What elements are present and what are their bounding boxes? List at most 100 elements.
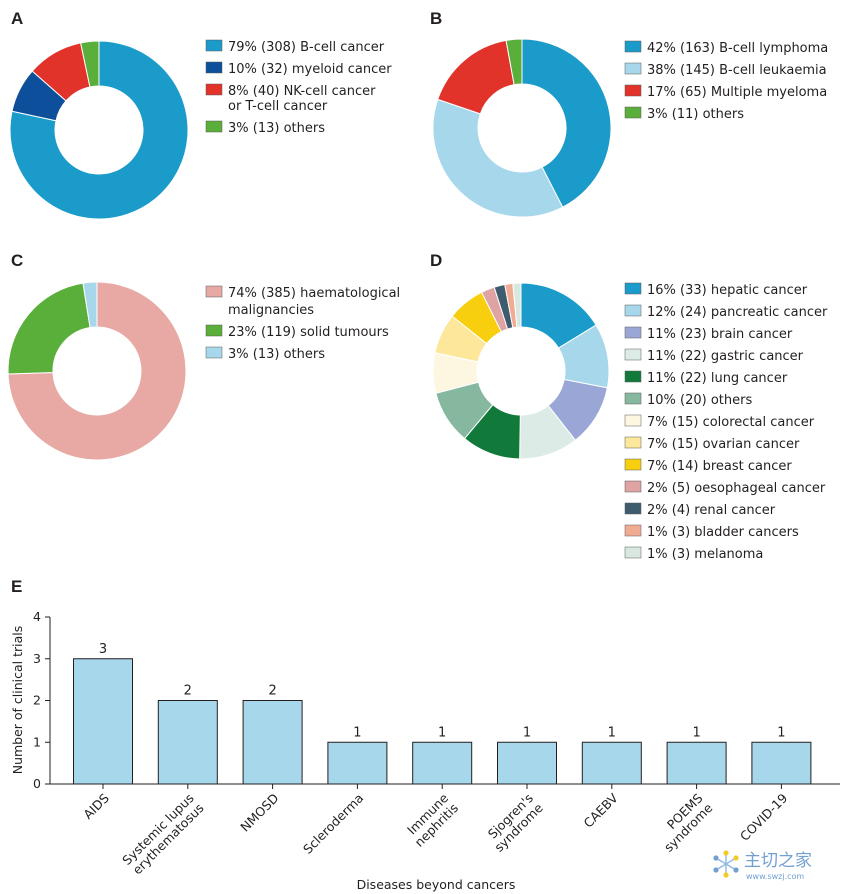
legend-label: malignancies: [228, 303, 314, 318]
legend-item-a-4: 3% (13) others: [205, 120, 325, 136]
y-axis-title: Number of clinical trials: [10, 626, 25, 775]
donut-slice-c-3: [82, 281, 98, 329]
watermark: 主切之家 www.swzj.com: [713, 850, 812, 881]
legend-swatch: [205, 39, 223, 52]
donut-slice-d-13: [512, 282, 522, 328]
legend-label: 2% (5) oesophageal cancer: [647, 481, 826, 496]
x-tick-label-line: COVID-19: [737, 790, 791, 844]
bar-3: [242, 700, 303, 785]
legend-label: 10% (32) myeloid cancer: [228, 62, 392, 77]
bar-7: [581, 741, 642, 785]
legend-swatch: [205, 120, 223, 133]
legend-label: 8% (40) NK-cell cancer: [228, 84, 376, 99]
legend-item-a-2: 10% (32) myeloid cancer: [205, 61, 392, 77]
legend-label: 16% (33) hepatic cancer: [647, 283, 808, 298]
legend-swatch: [624, 304, 642, 317]
legend-label: 12% (24) pancreatic cancer: [647, 305, 828, 320]
donut-slice-a-4: [80, 40, 100, 88]
donut-slice-b-4: [505, 38, 523, 86]
legend-label: 3% (13) others: [228, 347, 325, 362]
bar-value-label: 1: [353, 725, 361, 740]
bar-5: [412, 741, 473, 785]
legend-item-b-3: 17% (65) Multiple myeloma: [624, 84, 827, 100]
legend-b: 42% (163) B-cell lymphoma 38% (145) B-cel…: [624, 40, 828, 122]
x-axis-title: Diseases beyond cancers: [357, 877, 516, 892]
x-tick-label-line: NMOSD: [237, 790, 281, 834]
legend-c: 74% (385) haematological malignancies 23% …: [205, 285, 400, 362]
legend-swatch: [624, 62, 642, 75]
donut-chart-d: [432, 282, 610, 460]
donut-slice-a-1: [9, 40, 189, 220]
legend-item-d-6: 10% (20) others: [624, 392, 752, 408]
legend-item-d-10: 2% (5) oesophageal cancer: [624, 480, 826, 496]
legend-swatch: [205, 285, 223, 298]
legend-item-c-2: 23% (119) solid tumours: [205, 324, 389, 340]
donut-slice-c-2: [7, 282, 91, 375]
legend-label: 74% (385) haematological: [228, 286, 400, 301]
legend-d: 16% (33) hepatic cancer 12% (24) pancreat…: [624, 282, 828, 562]
panel-letter-d: D: [430, 251, 442, 270]
legend-item-b-2: 38% (145) B-cell leukaemia: [624, 62, 827, 78]
y-tick-label: 4: [33, 609, 41, 624]
legend-item-d-9: 7% (14) breast cancer: [624, 458, 792, 474]
legend-swatch: [205, 61, 223, 74]
bar-value-label: 1: [777, 725, 785, 740]
x-tick-label: NMOSD: [237, 790, 281, 834]
legend-label: 7% (14) breast cancer: [647, 459, 792, 474]
legend-item-d-8: 7% (15) ovarian cancer: [624, 436, 800, 452]
legend-swatch: [624, 348, 642, 361]
watermark-molecule-icon: [713, 850, 739, 878]
legend-item-a-1: 79% (308) B-cell cancer: [205, 39, 385, 55]
legend-label: 79% (308) B-cell cancer: [228, 40, 385, 55]
legend-swatch: [624, 546, 642, 559]
legend-item-d-4: 11% (22) gastric cancer: [624, 348, 804, 364]
x-tick-label: Scleroderma: [300, 790, 366, 856]
legend-swatch: [205, 346, 223, 359]
bar-value-label: 2: [184, 684, 192, 699]
legend-item-b-1: 42% (163) B-cell lymphoma: [624, 40, 828, 56]
legend-item-d-5: 11% (22) lung cancer: [624, 370, 788, 386]
legend-label: 1% (3) bladder cancers: [647, 525, 799, 540]
panel-letter-a: A: [11, 9, 23, 28]
legend-swatch: [205, 83, 223, 96]
bar-value-label: 1: [608, 725, 616, 740]
legend-label: 7% (15) colorectal cancer: [647, 415, 815, 430]
legend-label: 11% (23) brain cancer: [647, 327, 793, 342]
donut-chart-b: [432, 38, 612, 218]
bar-2: [157, 700, 218, 785]
x-tick-label: COVID-19: [737, 790, 791, 844]
legend-swatch: [624, 436, 642, 449]
donut-chart-c: [7, 281, 187, 461]
bar-value-label: 1: [523, 725, 531, 740]
x-tick-label: CAEBV: [580, 790, 621, 831]
donut-chart-a: [9, 40, 189, 220]
legend-label: 38% (145) B-cell leukaemia: [647, 63, 827, 78]
bar-9: [751, 741, 812, 785]
legend-label: 23% (119) solid tumours: [228, 325, 389, 340]
legend-item-d-13: 1% (3) melanoma: [624, 546, 763, 562]
legend-label: 10% (20) others: [647, 393, 752, 408]
legend-swatch: [624, 414, 642, 427]
watermark-url: www.swzj.com: [746, 872, 804, 881]
legend-swatch: [624, 502, 642, 515]
legend-item-d-1: 16% (33) hepatic cancer: [624, 282, 808, 298]
legend-swatch: [624, 84, 642, 97]
bar-6: [497, 741, 557, 785]
y-tick-label: 0: [33, 776, 41, 791]
bar-value-label: 2: [268, 684, 276, 699]
legend-swatch: [624, 458, 642, 471]
panel-letter-b: B: [430, 9, 442, 28]
bar-1: [73, 658, 133, 785]
x-tick-label-line: Scleroderma: [300, 790, 366, 856]
legend-label: 3% (13) others: [228, 121, 325, 136]
y-tick-label: 1: [33, 734, 41, 749]
legend-item-b-4: 3% (11) others: [624, 106, 744, 122]
legend-item-c-3: 3% (13) others: [205, 346, 325, 362]
